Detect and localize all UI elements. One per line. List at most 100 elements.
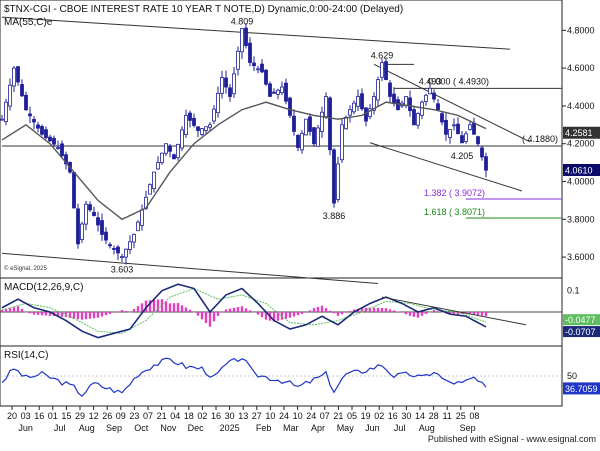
price-candle-body xyxy=(244,27,248,46)
macd-histogram-bar xyxy=(136,306,140,312)
chart-title: $TNX-CGI - CBOE INTEREST RATE 10 YEAR T … xyxy=(4,4,403,15)
price-candle-body xyxy=(376,79,380,101)
price-candle-body xyxy=(216,92,220,114)
trend-line xyxy=(369,142,523,192)
macd-histogram-bar xyxy=(244,308,248,312)
pivot-annotation: 4.205 xyxy=(451,151,474,161)
price-candle-body xyxy=(156,162,160,170)
macd-histogram-bar xyxy=(180,305,184,312)
price-candle-body xyxy=(320,111,324,132)
macd-histogram-bar xyxy=(468,312,472,314)
price-candle-body xyxy=(424,94,428,102)
macd-histogram-bar xyxy=(32,312,36,315)
time-day-label: 12 xyxy=(89,411,99,421)
macd-histogram-bar xyxy=(420,312,424,316)
macd-histogram-bar xyxy=(232,307,236,312)
macd-histogram-bar xyxy=(92,312,96,319)
pivot-annotation: 4.809 xyxy=(231,17,254,27)
time-month-label: Sep xyxy=(106,423,122,433)
time-month-label: Jul xyxy=(54,423,66,433)
time-day-label: 16 xyxy=(388,411,398,421)
macd-legend: MACD(12,26,9,C) xyxy=(4,282,83,293)
macd-histogram-bar xyxy=(192,312,196,313)
macd-histogram-bar xyxy=(20,309,24,312)
price-candle-body xyxy=(420,101,424,116)
time-day-label: 03 xyxy=(21,411,31,421)
time-month-label: Jun xyxy=(18,423,33,433)
price-candle-body xyxy=(88,204,92,211)
time-day-label: 15 xyxy=(61,411,71,421)
price-candle-body xyxy=(60,143,64,157)
price-candle-body xyxy=(164,143,168,154)
price-candle-body xyxy=(328,97,332,151)
macd-histogram-bar xyxy=(456,312,460,315)
price-candle-body xyxy=(240,28,244,53)
price-candle-body xyxy=(456,123,460,135)
macd-histogram-bar xyxy=(152,299,156,312)
macd-histogram-bar xyxy=(188,309,192,312)
macd-histogram-bar xyxy=(460,312,464,315)
rsi-line xyxy=(1,357,487,397)
price-candle-body xyxy=(188,112,192,121)
ma-legend: MA(55,C)e xyxy=(4,17,53,28)
price-candle-body xyxy=(20,84,24,97)
price-candle-body xyxy=(248,42,252,63)
price-candle-body xyxy=(432,92,436,100)
price-candle-body xyxy=(36,124,40,129)
macd-histogram-bar xyxy=(372,307,376,312)
price-candle-body xyxy=(312,127,316,145)
macd-histogram-bar xyxy=(100,312,104,317)
price-marker-label: 4.0610 xyxy=(565,165,593,175)
macd-histogram-bar xyxy=(84,312,88,320)
macd-histogram-bar xyxy=(376,307,380,312)
price-candle-body xyxy=(12,67,16,87)
price-candle-body xyxy=(176,143,180,159)
price-candle-body xyxy=(256,68,260,71)
price-candle-body xyxy=(344,116,348,130)
price-candle-body xyxy=(132,234,136,243)
price-candle-body xyxy=(284,82,288,102)
macd-histogram-bar xyxy=(160,299,164,312)
macd-histogram-bar xyxy=(88,312,92,319)
macd-line xyxy=(1,283,487,339)
macd-histogram-bar xyxy=(260,312,264,318)
time-month-label: Aug xyxy=(419,423,435,433)
price-candle-body xyxy=(172,154,176,160)
time-day-label: 24 xyxy=(306,411,316,421)
price-candle-body xyxy=(368,108,372,118)
time-day-label: 21 xyxy=(157,411,167,421)
price-tick-label: 4.8000 xyxy=(567,25,595,35)
price-candle-body xyxy=(100,220,104,235)
macd-histogram-bar xyxy=(320,305,324,312)
macd-histogram-bar xyxy=(436,311,440,312)
macd-histogram-bar xyxy=(316,306,320,312)
macd-histogram-bar xyxy=(380,308,384,312)
price-candle-body xyxy=(452,124,456,127)
macd-histogram-bar xyxy=(116,311,120,312)
price-candle-body xyxy=(52,137,56,145)
price-candle-body xyxy=(108,244,112,247)
macd-histogram-bar xyxy=(240,306,244,312)
macd-histogram-bar xyxy=(332,312,336,314)
macd-histogram-bar xyxy=(164,301,168,312)
price-candle-body xyxy=(40,126,44,135)
macd-histogram-bar xyxy=(132,309,136,312)
price-candle-body xyxy=(120,256,124,259)
price-candle-body xyxy=(296,134,300,148)
macd-histogram-bar xyxy=(12,307,16,312)
price-candle-body xyxy=(336,163,340,200)
price-candle-body xyxy=(480,147,484,158)
time-day-label: 10 xyxy=(265,411,275,421)
macd-histogram-bar xyxy=(204,312,208,324)
macd-histogram-bar xyxy=(216,312,220,316)
time-month-label: Dec xyxy=(188,423,205,433)
macd-value-box xyxy=(563,314,600,326)
price-candle-body xyxy=(140,209,144,226)
price-marker-label: 4.2581 xyxy=(565,128,593,138)
macd-histogram-bar xyxy=(412,312,416,317)
macd-histogram-bar xyxy=(248,310,252,312)
price-candle-body xyxy=(128,241,132,250)
price-candle-body xyxy=(80,223,84,240)
macd-histogram-bar xyxy=(72,312,76,319)
